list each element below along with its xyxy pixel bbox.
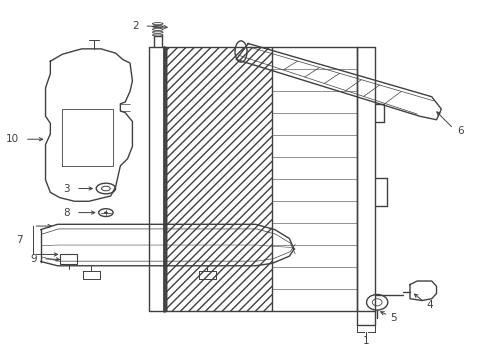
Text: 9: 9 — [31, 254, 37, 264]
Ellipse shape — [104, 212, 108, 214]
Text: 8: 8 — [64, 208, 70, 217]
Text: 4: 4 — [427, 300, 434, 310]
Text: 7: 7 — [16, 235, 23, 245]
Text: 5: 5 — [391, 313, 397, 323]
Bar — [166, 47, 272, 311]
Text: 1: 1 — [363, 336, 369, 346]
Text: 3: 3 — [64, 184, 70, 194]
Text: 6: 6 — [457, 126, 464, 136]
Text: 10: 10 — [6, 134, 19, 144]
Bar — [60, 255, 77, 264]
Text: 2: 2 — [132, 21, 139, 31]
